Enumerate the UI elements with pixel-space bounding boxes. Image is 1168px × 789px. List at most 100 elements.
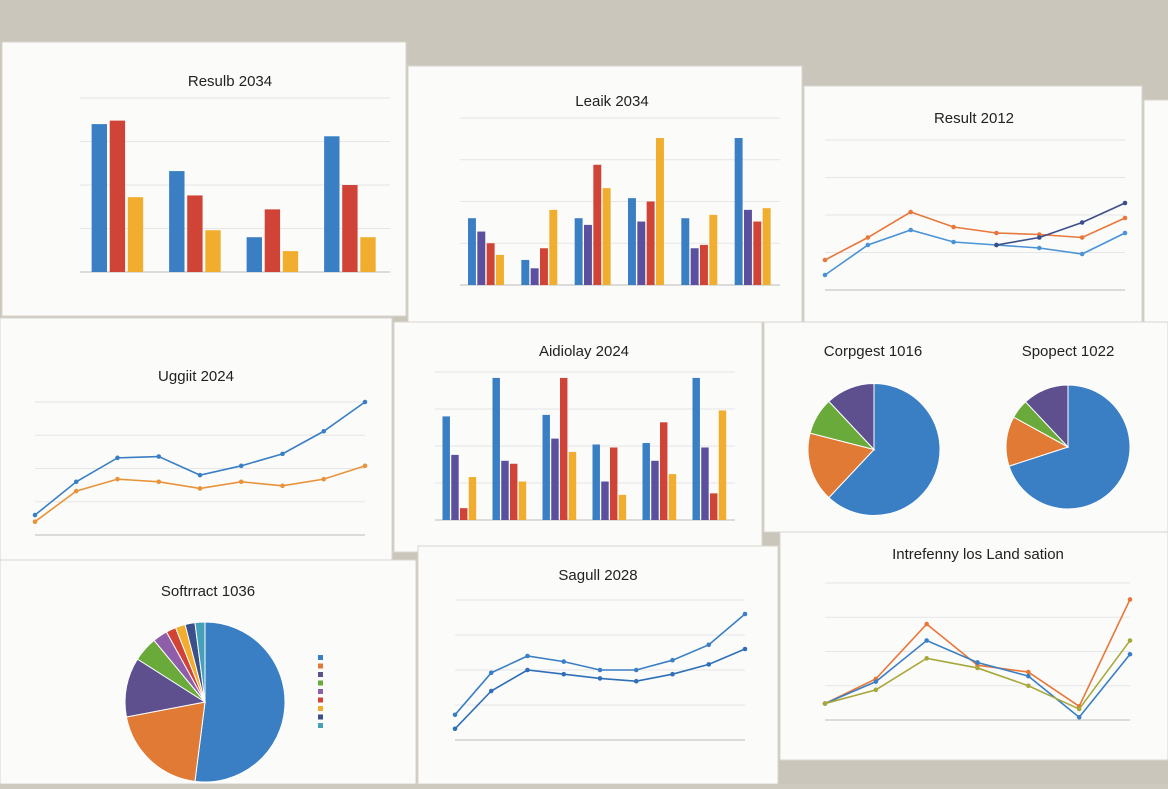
bar [169, 171, 185, 272]
line-series [996, 202, 1126, 246]
data-point [633, 678, 639, 684]
chart-title: Spopect 1022 [1022, 343, 1115, 360]
bar [246, 237, 262, 272]
bar [324, 136, 340, 272]
data-point [1036, 235, 1042, 240]
data-point [525, 653, 530, 659]
pie-slice [828, 382, 875, 451]
data-point [1079, 220, 1085, 225]
legend-swatch [318, 723, 323, 728]
bar [460, 508, 468, 520]
data-point [822, 701, 828, 706]
data-point [908, 227, 914, 233]
data-point [488, 688, 494, 694]
bar [574, 218, 583, 285]
bar [442, 416, 450, 520]
pie-slice [194, 621, 206, 703]
bar [540, 248, 548, 285]
bar [530, 268, 539, 285]
bar [660, 422, 668, 520]
data-point [561, 659, 567, 664]
bar [584, 224, 592, 285]
bar [592, 444, 600, 520]
paper-sheet [1143, 99, 1168, 323]
data-point [706, 642, 712, 648]
data-point [924, 638, 929, 643]
data-point [597, 667, 603, 673]
data-point [452, 712, 458, 718]
chart-title: Resulb 2034 [188, 73, 272, 90]
bar [709, 214, 718, 285]
pie-slice [124, 658, 207, 718]
data-point [1127, 651, 1133, 657]
data-point [115, 455, 120, 461]
data-point [1036, 245, 1042, 251]
data-point [951, 239, 956, 245]
bar [109, 120, 126, 273]
data-point [951, 224, 956, 230]
bar [601, 481, 609, 520]
chart-title: Corpgest 1016 [824, 343, 922, 360]
data-point [822, 257, 828, 263]
bar [753, 221, 762, 285]
data-point [1079, 235, 1085, 240]
bar [762, 208, 771, 285]
pie-slice [1024, 384, 1069, 449]
bar [668, 474, 677, 520]
bar [646, 201, 655, 285]
chart-title: Result 2012 [934, 110, 1014, 127]
data-point [994, 242, 999, 248]
data-point [865, 242, 871, 248]
data-point [197, 486, 203, 491]
chart-title: Sagull 2028 [558, 567, 637, 584]
legend-swatch [318, 706, 323, 711]
data-point [865, 235, 871, 240]
data-point [670, 657, 675, 663]
bar [549, 209, 558, 285]
bar [518, 481, 527, 520]
pie-slice [828, 382, 941, 516]
chart-title: Softrract 1036 [161, 583, 255, 600]
bar [542, 414, 550, 520]
data-point [1026, 673, 1031, 679]
bar [91, 124, 107, 272]
bar [492, 377, 500, 520]
data-point [670, 671, 675, 677]
bar [282, 251, 299, 272]
bar [342, 185, 358, 272]
bar [642, 443, 650, 520]
data-point [238, 463, 244, 469]
data-point [975, 660, 980, 665]
bar [468, 218, 476, 285]
bar [521, 259, 530, 285]
data-point [633, 667, 639, 673]
bar [690, 248, 699, 285]
data-point [994, 230, 999, 236]
bar [744, 209, 752, 285]
legend-swatch [318, 655, 323, 660]
data-point [1122, 200, 1128, 206]
data-point [362, 399, 368, 405]
data-point [1127, 638, 1133, 643]
data-point [525, 667, 530, 673]
data-point [115, 476, 120, 482]
bar [501, 460, 509, 520]
data-point [452, 726, 458, 732]
data-point [975, 665, 980, 671]
data-point [197, 472, 203, 478]
data-point [73, 479, 79, 485]
bar [551, 438, 559, 520]
data-point [1076, 706, 1082, 712]
paper-sheet [417, 545, 779, 785]
paper-sheet [0, 317, 393, 561]
data-point [280, 483, 285, 489]
data-point [1127, 597, 1133, 602]
data-point [1026, 669, 1031, 675]
data-point [908, 209, 914, 215]
data-point [924, 621, 929, 627]
data-point [822, 272, 828, 278]
bar [734, 138, 743, 285]
bar [510, 463, 518, 520]
bar [692, 377, 700, 520]
chart-title: Aidiolay 2024 [539, 343, 629, 360]
